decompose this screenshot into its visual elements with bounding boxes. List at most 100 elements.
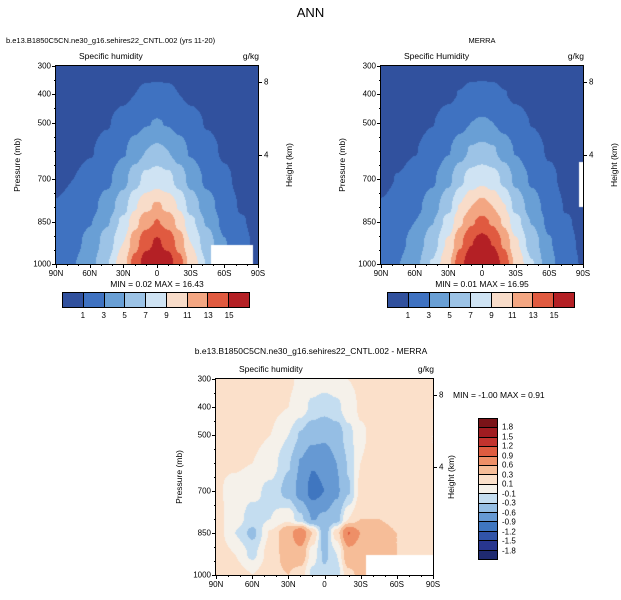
x-tick-mark xyxy=(56,264,57,268)
colorbar-segment xyxy=(429,293,451,307)
x-minor-tick-mark xyxy=(372,575,374,577)
height-tick-mark xyxy=(258,155,262,157)
colorbar-segment xyxy=(166,293,188,307)
x-tick-label: 60N xyxy=(244,580,260,589)
difference-colorbar-labels: 1.8 1.5 1.2 0.9 0.6 0.3 0.1 -0.1 -0.3 -0.6 -0.9 -1.… xyxy=(502,418,540,560)
y-tick-mark xyxy=(52,264,56,265)
difference-plot-frame: 300 400 500 700 850 1000 90N 60N 30N 0 30S 60S 90S … xyxy=(193,375,544,590)
x-tick-mark xyxy=(482,264,483,268)
model-height-axis-text: Height (km) xyxy=(284,143,294,187)
x-minor-tick-mark xyxy=(384,575,386,577)
model-colorbar-segments xyxy=(62,292,250,308)
y-tick-label: 400 xyxy=(362,89,376,99)
colorbar-tick-label: 3 xyxy=(101,311,106,320)
x-minor-tick-mark xyxy=(493,264,495,266)
colorbar-segment xyxy=(146,293,167,307)
x-tick-label: 60S xyxy=(542,269,557,278)
y-tick-label: 700 xyxy=(37,174,51,184)
x-minor-tick-mark xyxy=(300,575,302,577)
x-tick-mark xyxy=(360,575,362,579)
x-minor-tick-mark xyxy=(504,264,506,266)
colorbar-segment xyxy=(125,293,147,307)
colorbar-segment xyxy=(479,466,497,476)
merra-panel: MERRA Specific Humidity g/kg Pressure (m… xyxy=(325,30,621,335)
colorbar-tick-label: 5 xyxy=(122,311,127,320)
merra-units-label: g/kg xyxy=(567,51,584,61)
x-minor-tick-mark xyxy=(420,575,422,577)
merra-minmax-stats: MIN = 0.01 MAX = 16.95 xyxy=(435,279,529,289)
colorbar-segment xyxy=(450,293,472,307)
colorbar-segment xyxy=(533,293,555,307)
y-tick-label: 850 xyxy=(37,217,51,227)
colorbar-segment xyxy=(479,437,497,448)
colorbar-tick-label: 11 xyxy=(183,311,192,320)
x-tick-mark xyxy=(252,575,254,579)
difference-panel-title: b.e13.B1850C5CN.ne30_g16.sehires22_CNTL.… xyxy=(194,346,428,356)
colorbar-segment xyxy=(479,447,497,457)
difference-contour-plot xyxy=(216,379,433,575)
y-tick-label: 500 xyxy=(362,118,376,128)
x-tick-mark xyxy=(258,264,259,268)
x-tick-label: 90N xyxy=(48,269,64,278)
height-tick-label: 8 xyxy=(589,77,594,87)
colorbar-tick-label: 7 xyxy=(468,311,473,320)
x-minor-tick-mark xyxy=(571,264,573,266)
height-tick-mark xyxy=(583,81,587,83)
colorbar-tick-label: -0.6 xyxy=(502,508,516,518)
model-height-axis-label: Height (km) xyxy=(282,65,296,265)
colorbar-tick-label: 0.1 xyxy=(502,479,514,489)
colorbar-segment xyxy=(479,513,497,523)
colorbar-segment xyxy=(479,541,497,551)
colorbar-tick-label: -1.5 xyxy=(502,536,516,546)
x-tick-label: 90S xyxy=(250,269,266,278)
model-units-label: g/kg xyxy=(242,51,259,61)
colorbar-tick-label: 11 xyxy=(508,311,517,320)
model-pressure-axis-text: Pressure (mb) xyxy=(12,138,22,192)
colorbar-segment xyxy=(512,293,534,307)
colorbar-tick-label: 0.9 xyxy=(502,451,514,461)
x-minor-tick-mark xyxy=(470,264,472,266)
x-tick-label: 90S xyxy=(575,269,591,278)
x-minor-tick-mark xyxy=(112,264,114,266)
colorbar-segment xyxy=(479,503,497,514)
model-colorbar-labels: 1 3 5 7 9 11 13 15 xyxy=(62,308,250,320)
colorbar-tick-label: 15 xyxy=(549,311,559,320)
x-tick-label: 60S xyxy=(217,269,232,278)
x-tick-mark xyxy=(396,575,398,579)
difference-units-label: g/kg xyxy=(417,364,434,374)
y-tick-label: 850 xyxy=(362,217,376,227)
y-tick-mark xyxy=(377,264,381,265)
difference-field-row: Specific humidity g/kg xyxy=(215,364,434,374)
x-minor-tick-mark xyxy=(235,264,237,266)
x-minor-tick-mark xyxy=(100,264,102,266)
x-minor-tick-mark xyxy=(276,575,278,577)
x-minor-tick-mark xyxy=(408,575,410,577)
y-tick-label: 1000 xyxy=(358,259,376,269)
colorbar-tick-label: 1 xyxy=(80,311,86,320)
x-tick-label: 30S xyxy=(183,269,198,278)
colorbar-tick-label: 1.5 xyxy=(502,432,514,442)
colorbar-segment xyxy=(83,293,105,307)
x-tick-mark xyxy=(224,264,226,268)
height-tick-label: 8 xyxy=(439,390,444,400)
difference-minmax-stats: MIN = -1.00 MAX = 0.91 xyxy=(453,390,545,400)
x-minor-tick-mark xyxy=(179,264,181,266)
merra-pressure-axis-label: Pressure (mb) xyxy=(335,65,349,265)
y-tick-label: 1000 xyxy=(193,570,211,580)
colorbar-tick-label: 15 xyxy=(224,311,234,320)
colorbar-tick-label: 13 xyxy=(203,311,213,320)
colorbar-tick-label: 0.6 xyxy=(502,460,514,470)
x-tick-mark xyxy=(123,264,125,268)
x-tick-label: 30S xyxy=(508,269,523,278)
colorbar-tick-label: 5 xyxy=(447,311,452,320)
difference-height-axis-text: Height (km) xyxy=(446,455,456,499)
x-minor-tick-mark xyxy=(213,264,215,266)
x-minor-tick-mark xyxy=(348,575,350,577)
colorbar-segment xyxy=(187,293,209,307)
model-field-label: Specific humidity xyxy=(79,51,143,61)
x-tick-label: 60S xyxy=(389,580,404,589)
colorbar-segment xyxy=(104,293,126,307)
y-tick-label: 400 xyxy=(197,402,211,412)
difference-height-axis-label: Height (km) xyxy=(444,378,458,576)
x-minor-tick-mark xyxy=(312,575,314,577)
